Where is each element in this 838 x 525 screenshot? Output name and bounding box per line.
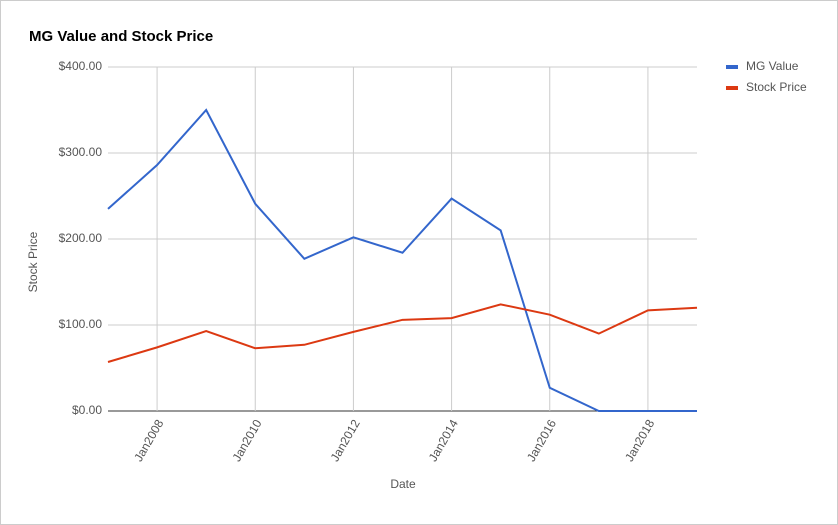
- y-tick-label: $100.00: [59, 317, 103, 331]
- series-line: [107, 303, 698, 363]
- legend-label: MG Value: [746, 59, 799, 73]
- y-tick-label: $400.00: [59, 59, 103, 73]
- legend-swatch: [726, 65, 738, 69]
- series-line: [107, 108, 697, 412]
- legend-label: Stock Price: [746, 80, 807, 94]
- x-axis-label: Date: [390, 477, 416, 491]
- legend-swatch: [726, 86, 738, 90]
- y-tick-label: $0.00: [72, 403, 102, 417]
- y-axis-label: Stock Price: [26, 231, 40, 292]
- y-tick-label: $200.00: [59, 231, 103, 245]
- chart-title: MG Value and Stock Price: [29, 28, 213, 45]
- y-tick-label: $300.00: [59, 145, 103, 159]
